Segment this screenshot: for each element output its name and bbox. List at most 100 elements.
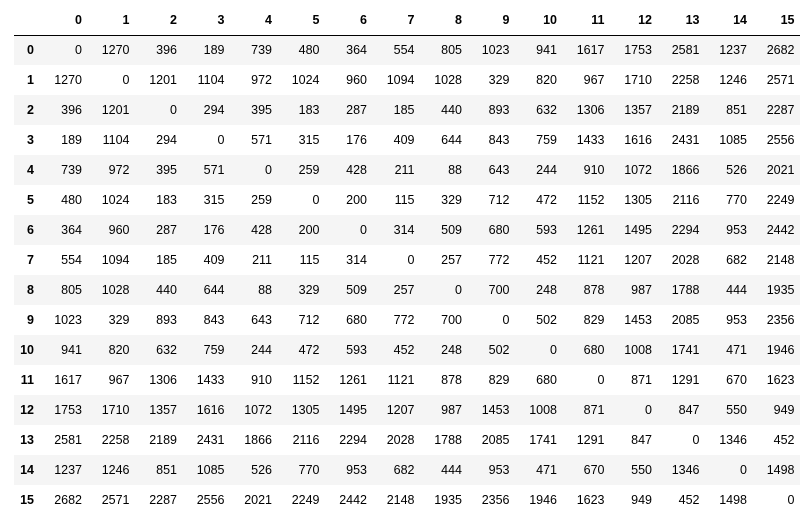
table-cell: 409 [393,133,415,147]
table-cell: 1291 [671,373,700,387]
table-cell: 329 [441,193,462,207]
row-index-label: 3 [27,133,34,147]
table-cell: 1616 [196,403,225,417]
table-cell: 910 [251,373,272,387]
table-cell: 1788 [434,433,462,447]
table-cell: 2294 [671,223,700,237]
table-cell: 2442 [339,493,367,507]
table-cell: 1072 [244,403,272,417]
table-cell: 829 [488,373,510,387]
row-index-label: 5 [27,193,34,207]
table-cell: 1935 [766,283,795,297]
table-cell: 0 [122,73,130,87]
table-cell: 593 [536,223,557,237]
table-cell: 770 [726,193,747,207]
table-cell: 1207 [386,403,415,417]
table-cell: 2258 [671,73,700,87]
table-cell: 960 [346,73,367,87]
table-cell: 428 [251,223,272,237]
table-cell: 396 [61,103,82,117]
table-cell: 211 [394,163,415,177]
table-cell: 0 [265,163,272,177]
table-cell: 0 [787,493,795,507]
table-cell: 1152 [292,373,320,387]
table-cell: 314 [346,253,367,267]
table-cell: 259 [298,163,320,177]
table-cell: 480 [61,193,82,207]
column-header-14: 14 [704,6,752,36]
table-cell: 1008 [529,403,557,417]
table-cell: 878 [441,373,462,387]
table-cell: 2085 [481,433,510,447]
table-cell: 88 [258,283,272,297]
table-cell: 643 [488,163,510,177]
table-row: 8 805 1028 440 644 88 329 509 257 0 700 248 878 987 17… [14,275,800,305]
table-cell: 700 [441,313,462,327]
table-cell: 953 [346,463,367,477]
table-cell: 200 [298,223,320,237]
table-cell: 851 [156,463,177,477]
table-cell: 550 [631,463,652,477]
table-cell: 2571 [101,493,130,507]
column-header-8: 8 [419,6,467,36]
table-cell: 452 [678,493,700,507]
index-header-cell [14,6,42,36]
table-cell: 739 [251,43,272,58]
table-cell: 680 [583,343,605,357]
table-cell: 395 [251,103,272,117]
table-cell: 329 [298,283,320,297]
table-cell: 0 [692,433,700,447]
table-cell: 972 [108,163,130,177]
table-cell: 440 [156,283,177,297]
table-cell: 571 [203,163,225,177]
table-cell: 1306 [576,103,605,117]
table-cell: 287 [156,223,177,237]
table-cell: 1237 [719,43,747,58]
table-cell: 2028 [671,253,700,267]
row-index-label: 14 [20,463,34,477]
table-cell: 526 [251,463,272,477]
column-header-12: 12 [609,6,657,36]
table-cell: 1495 [624,223,652,237]
table-cell: 805 [441,43,462,58]
table-cell: 987 [631,283,652,297]
table-cell: 2085 [671,313,700,327]
row-index-label: 15 [20,493,34,507]
distance-matrix-table: 0 1 2 3 4 5 6 7 8 9 10 11 12 13 14 15 0 0 1270 396 189 739 48… [14,6,800,515]
table-cell: 670 [726,373,747,387]
table-cell: 1866 [671,163,700,177]
column-header-4: 4 [229,6,277,36]
table-cell: 257 [441,253,462,267]
table-cell: 0 [360,223,367,237]
table-cell: 452 [536,253,557,267]
table-row: 9 1023 329 893 843 643 712 680 772 700 0 502 829 1453… [14,305,800,335]
table-cell: 878 [583,283,605,297]
table-cell: 1270 [54,73,82,87]
table-cell: 189 [61,133,82,147]
table-cell: 472 [536,193,557,207]
table-cell: 2431 [671,133,700,147]
table-cell: 2556 [196,493,225,507]
table-cell: 1246 [719,73,747,87]
table-cell: 847 [678,403,700,417]
table-cell: 910 [583,163,605,177]
table-cell: 1246 [101,463,130,477]
table-cell: 88 [448,163,462,177]
row-index-label: 10 [20,343,34,357]
table-cell: 0 [645,403,652,417]
table-cell: 2682 [766,43,795,58]
table-cell: 287 [346,103,367,117]
table-cell: 1433 [196,373,225,387]
table-row: 13 2581 2258 2189 2431 1866 2116 2294 2028 1788 20… [14,425,800,455]
table-cell: 0 [407,253,415,267]
table-cell: 364 [61,223,82,237]
table-cell: 1201 [149,73,177,87]
table-cell: 1094 [101,253,130,267]
table-cell: 1623 [766,373,795,387]
table-cell: 893 [156,313,177,327]
table-cell: 244 [251,343,272,357]
table-cell: 953 [488,463,510,477]
table-cell: 2189 [671,103,700,117]
table-cell: 680 [346,313,367,327]
table-cell: 471 [536,463,557,477]
